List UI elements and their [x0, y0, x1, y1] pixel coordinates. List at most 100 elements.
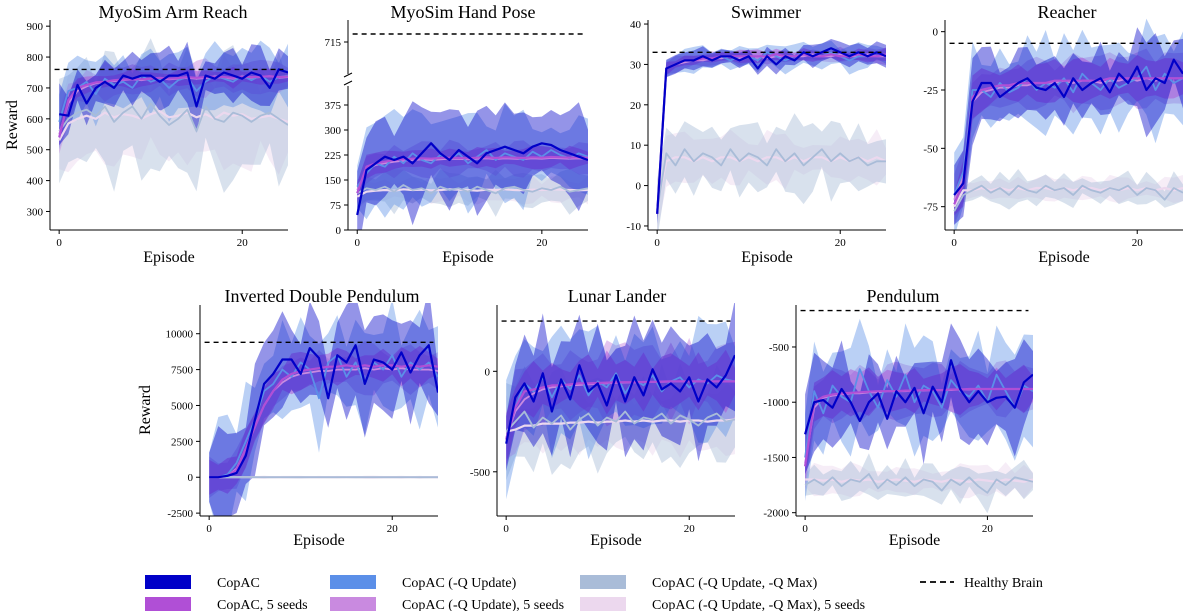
- band-copac_seeds: [59, 66, 288, 147]
- legend-item-copac: CopAC: [145, 575, 260, 591]
- chart-panel-6: Pendulum -2000 -1500 -1000 -500 0 20 Episode: [763, 286, 1033, 549]
- legend-label: CopAC (-Q Update, -Q Max), 5 seeds: [652, 598, 865, 611]
- x-tick-label: 0: [56, 237, 62, 249]
- x-tick-label: 20: [237, 237, 249, 249]
- legend-swatch: [145, 575, 191, 589]
- data-layer: [953, 18, 1183, 230]
- y-tick-label: 600: [27, 114, 44, 126]
- x-tick-label: 0: [354, 237, 360, 249]
- legend-swatch: [330, 597, 376, 611]
- band-copac_noq: [59, 40, 288, 150]
- x-tick-label: 20: [1132, 237, 1144, 249]
- legend-swatch: [580, 597, 626, 611]
- chart-panel-5: Lunar Lander -500 0 0 20 Episode: [470, 286, 735, 549]
- band-copac: [657, 39, 886, 224]
- legend-label: CopAC: [217, 576, 260, 591]
- y-tick-label: -50: [923, 143, 938, 155]
- y-tick-label: 7500: [171, 365, 194, 377]
- line-copac: [656, 47, 886, 214]
- y-tick-label: 375: [325, 100, 342, 112]
- band-copac_noq_noqmax: [657, 113, 886, 230]
- y-tick-label: 40: [630, 19, 642, 31]
- chart-title: Reacher: [1038, 2, 1097, 22]
- x-tick-label: 20: [387, 523, 399, 535]
- legend-item-copac_noq_noqmax: CopAC (-Q Update, -Q Max): [580, 575, 818, 591]
- y-tick-label: 0: [336, 225, 342, 237]
- x-axis-label: Episode: [1038, 249, 1090, 266]
- band-copac: [59, 41, 288, 146]
- y-tick-label: -1000: [763, 397, 789, 409]
- chart-title: Pendulum: [866, 286, 939, 306]
- legend-label: Healthy Brain: [964, 576, 1043, 591]
- band-copac_seeds: [657, 47, 886, 220]
- legend-item-copac_noq: CopAC (-Q Update): [330, 575, 517, 591]
- y-axis-label: Reward: [4, 100, 21, 150]
- band-copac_noq_noqmax: [357, 168, 588, 217]
- x-tick-label: 0: [951, 237, 957, 249]
- y-tick-label: 225: [325, 150, 342, 162]
- chart-title: MyoSim Hand Pose: [390, 2, 535, 22]
- line-copac_noq_noqmax: [656, 148, 886, 210]
- y-tick-label: -500: [470, 467, 491, 479]
- y-tick-label: 150: [325, 175, 342, 187]
- chart-panel-3: Reacher -75 -50 -25 0 0 20 Episode: [923, 2, 1183, 266]
- y-tick-label: 30: [630, 59, 642, 71]
- data-layer: [209, 303, 438, 516]
- chart-panel-2: Swimmer -10 0 10 20 30 40 0 20 Episode: [626, 2, 886, 266]
- y-tick-label: 800: [27, 52, 44, 64]
- y-tick-label: 0: [188, 472, 194, 484]
- band-copac_noq_noqmax: [954, 169, 1183, 223]
- band-copac_noq_noqmax_seeds: [357, 175, 588, 210]
- line-copac: [209, 344, 438, 479]
- line-copac_seeds: [58, 75, 288, 138]
- line-copac_noq_noqmax: [58, 102, 288, 133]
- legend-label: CopAC (-Q Update), 5 seeds: [402, 598, 564, 611]
- x-axis-label: Episode: [590, 532, 642, 549]
- band-copac_noq_noqmax_seeds: [657, 129, 886, 230]
- x-tick-label: 20: [835, 237, 847, 249]
- line-copac_seeds: [209, 364, 438, 479]
- line-copac: [505, 354, 735, 444]
- y-tick-label: 0: [636, 181, 642, 193]
- chart-title: Swimmer: [731, 2, 801, 22]
- y-tick-label: 400: [27, 176, 44, 188]
- y-axis-label: Reward: [137, 385, 154, 435]
- y-tick-label: -2000: [763, 508, 789, 520]
- x-axis-label: Episode: [293, 532, 345, 549]
- x-tick-label: 0: [654, 237, 660, 249]
- line-copac_noq_noqmax: [953, 184, 1183, 212]
- legend-item-healthy: Healthy Brain: [920, 576, 1043, 591]
- x-tick-label: 0: [206, 523, 212, 535]
- line-copac: [356, 142, 588, 216]
- legend-item-copac_seeds: CopAC, 5 seeds: [145, 597, 308, 611]
- line-copac_seeds: [505, 380, 735, 440]
- data-layer: [804, 318, 1033, 514]
- line-copac: [59, 68, 288, 117]
- line-copac_noq_noqmax_seeds: [505, 418, 735, 433]
- legend-swatch: [145, 597, 191, 611]
- x-axis-label: Episode: [889, 532, 941, 549]
- y-tick-label: -1500: [763, 452, 789, 464]
- x-tick-label: 0: [503, 523, 509, 535]
- line-copac_noq_noqmax: [356, 184, 588, 195]
- chart-title: Inverted Double Pendulum: [225, 286, 420, 306]
- chart-panel-0: MyoSim Arm Reach 300 400 500 600 700 800 900 0 20…: [4, 2, 288, 266]
- chart-title: Lunar Lander: [568, 286, 666, 306]
- band-copac_noq: [805, 318, 1033, 501]
- y-tick-label: 900: [27, 21, 44, 33]
- y-tick-label: -2500: [167, 508, 193, 520]
- legend: CopAC CopAC (-Q Update) CopAC (-Q Update, …: [145, 575, 1043, 611]
- data-layer: [656, 39, 886, 230]
- x-axis-label: Episode: [442, 249, 494, 266]
- data-layer: [505, 303, 735, 500]
- y-tick-label: -500: [769, 342, 790, 354]
- legend-label: CopAC (-Q Update, -Q Max): [652, 576, 818, 591]
- x-tick-label: 20: [536, 237, 548, 249]
- x-tick-label: 0: [802, 523, 808, 535]
- y-tick-label: 10: [630, 140, 642, 152]
- legend-item-copac_noq_noqmax_seeds: CopAC (-Q Update, -Q Max), 5 seeds: [580, 597, 865, 611]
- band-copac: [209, 303, 438, 516]
- line-copac_noq: [804, 368, 1033, 458]
- chart-title: MyoSim Arm Reach: [99, 2, 248, 22]
- y-tick-label: 75: [330, 200, 342, 212]
